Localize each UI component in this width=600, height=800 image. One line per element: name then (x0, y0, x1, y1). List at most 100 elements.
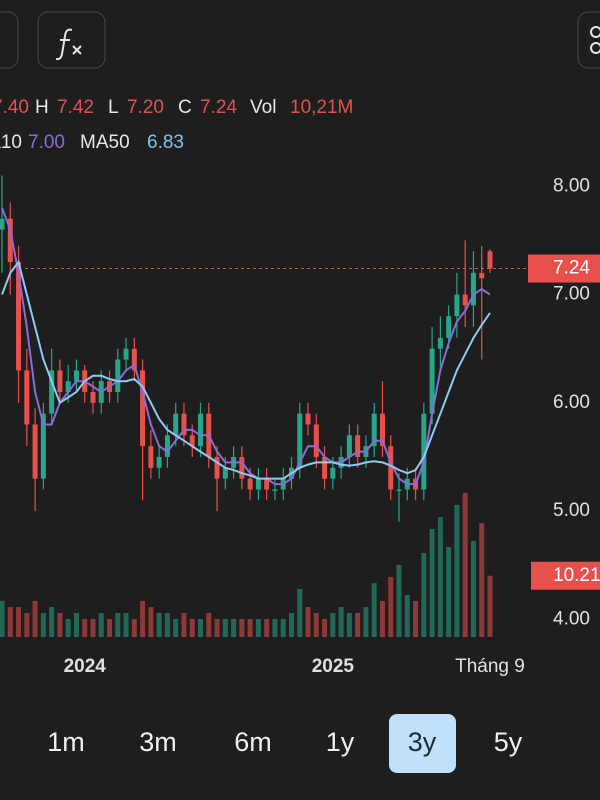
y-tick-label: 4.00 (553, 608, 590, 629)
volume-bar (156, 613, 162, 637)
volume-bar (330, 613, 336, 637)
volume-bar (198, 619, 204, 637)
open-value: 7.40 (0, 97, 29, 118)
candle-body (454, 294, 460, 317)
ohlc-header: O 7.40 H 7.42 L 7.20 C 7.24 Vol 10,21M M… (0, 97, 353, 153)
volume-bar (239, 619, 245, 637)
settings-button[interactable] (577, 11, 600, 69)
volume-bar (487, 575, 493, 637)
candle-body (437, 337, 443, 349)
ma50-label: MA50 (80, 132, 130, 153)
candle-body (214, 456, 220, 479)
volume-bar (140, 601, 146, 637)
low-value: 7.20 (127, 97, 164, 118)
volume-bar (164, 613, 170, 637)
volume-bar (231, 619, 237, 637)
volume-bar (272, 619, 278, 637)
x-tick-label: 2025 (312, 656, 355, 677)
volume-bar (32, 601, 38, 637)
volume-bar (454, 505, 460, 637)
volume-bar (214, 619, 220, 637)
range-button[interactable]: 6m (234, 727, 272, 757)
function-icon (55, 28, 82, 61)
range-button[interactable]: 1y (326, 727, 355, 757)
volume-bar (173, 619, 179, 637)
last-price-label: 7.24 (553, 258, 590, 279)
range-button[interactable]: 3m (139, 727, 177, 757)
volume-bar (388, 577, 394, 637)
candle-body (65, 381, 71, 393)
candle-body (297, 413, 303, 468)
volume-bar (338, 607, 344, 637)
volume-bar (288, 613, 294, 637)
volume-bar (189, 619, 195, 637)
close-label: C (178, 97, 192, 118)
volume-bar (24, 613, 30, 637)
toolbar-button[interactable] (0, 11, 19, 69)
candle-body (355, 435, 361, 457)
vol-value: 10,21M (290, 97, 353, 118)
settings-icon (590, 26, 600, 38)
function-button[interactable] (37, 11, 106, 69)
candle-body (313, 424, 319, 457)
volume-bar (404, 595, 410, 637)
volume-bar (297, 589, 303, 637)
candle-body (7, 218, 13, 263)
candle-body (90, 392, 96, 403)
volume-bar (131, 619, 137, 637)
candle-body (322, 456, 328, 479)
volume-bar (371, 583, 377, 637)
volume-bar (264, 619, 270, 637)
last-price-box (528, 254, 600, 283)
volume-bar (363, 607, 369, 637)
volume-bar (255, 619, 261, 637)
candle-body (479, 272, 485, 279)
settings-icon (590, 42, 600, 54)
volume-bar (470, 541, 476, 637)
candle-body (330, 467, 336, 479)
volume-bar (16, 607, 22, 637)
volume-bar (446, 547, 452, 637)
volume-bar (379, 601, 385, 637)
volume-bar (355, 613, 361, 637)
candle-body (164, 435, 170, 457)
candle-body (181, 413, 187, 436)
volume-bar (115, 613, 121, 637)
candle-body (115, 359, 121, 393)
candle-body (131, 348, 137, 371)
volume-bar (396, 565, 402, 637)
candle-body (346, 435, 352, 457)
volume-bar (346, 613, 352, 637)
volume-bar (437, 517, 443, 637)
volume-bar (90, 619, 96, 637)
range-button-selected[interactable] (389, 714, 456, 773)
candle-body (189, 435, 195, 447)
ma10-label: MA10 (0, 132, 22, 153)
x-tick-label: Tháng 9 (455, 656, 525, 677)
ma-line (1, 259, 491, 480)
candle-body (49, 370, 55, 414)
candle-body (396, 489, 402, 491)
volume-bar (7, 607, 13, 637)
range-button[interactable]: 1m (47, 727, 85, 757)
last-volume-box (531, 561, 600, 590)
volume-bar (222, 619, 228, 637)
candle-body (305, 413, 311, 425)
range-button[interactable]: 3y (408, 727, 437, 757)
volume-bar (462, 493, 468, 637)
volume-bar (107, 619, 113, 637)
ma10-value: 7.00 (28, 132, 65, 153)
range-button[interactable]: 5y (494, 727, 523, 757)
volume-bar (479, 523, 485, 637)
volume-bar (49, 607, 55, 637)
candle-body (198, 413, 204, 447)
volume-bar (247, 619, 253, 637)
vol-label: Vol (250, 97, 276, 118)
candle-body (0, 218, 5, 230)
volume-bar (421, 553, 427, 637)
volume-bar (98, 613, 104, 637)
close-value: 7.24 (200, 97, 237, 118)
candle-body (421, 413, 427, 490)
candle-body (462, 294, 468, 306)
candle-body (264, 478, 270, 490)
